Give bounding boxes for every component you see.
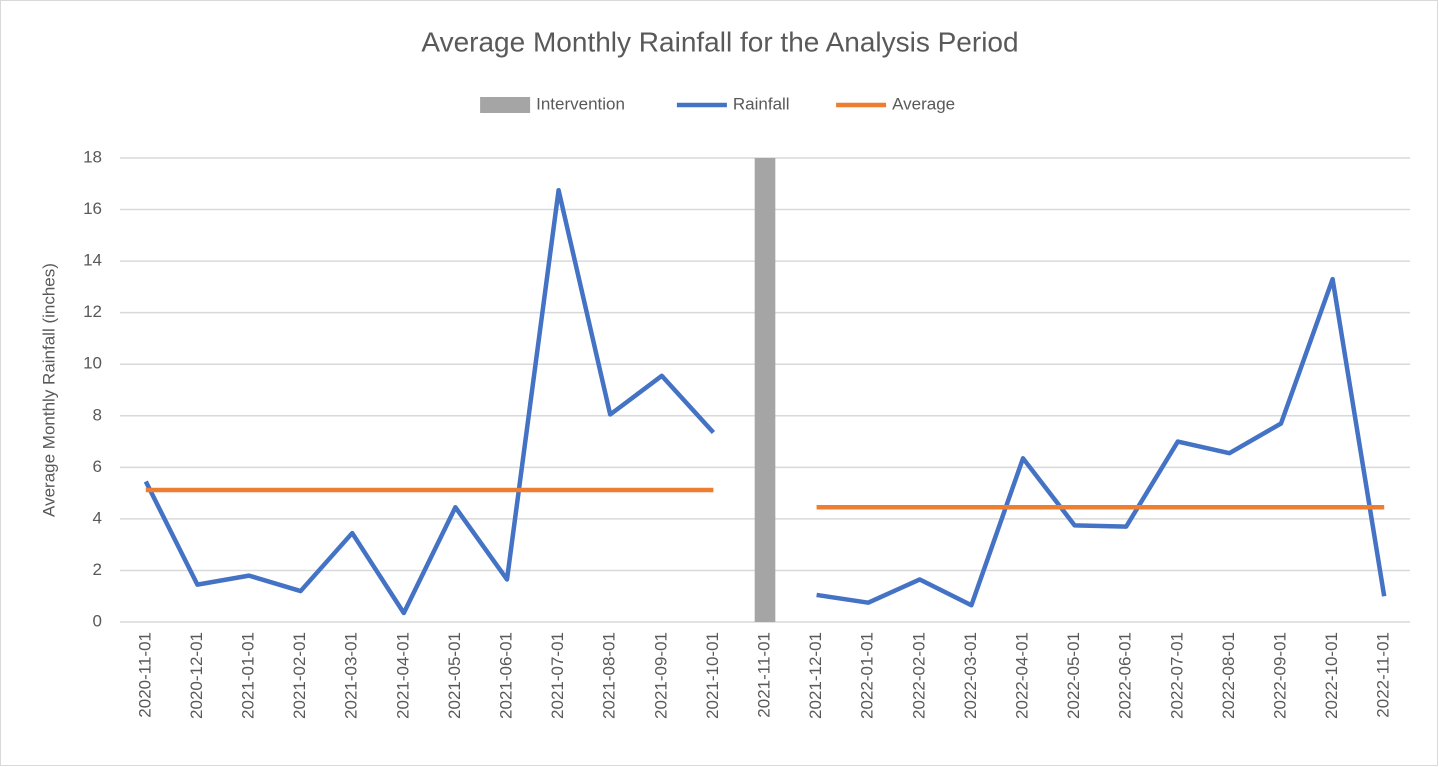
x-tick-label: 2021-06-01 xyxy=(496,632,515,719)
x-tick-label: 2022-11-01 xyxy=(1374,632,1393,718)
x-tick-label: 2022-10-01 xyxy=(1322,632,1341,719)
x-tick-label: 2022-09-01 xyxy=(1270,632,1289,719)
y-tick-label: 12 xyxy=(83,302,102,321)
legend-swatch xyxy=(480,97,531,113)
x-tick-label: 2022-04-01 xyxy=(1012,632,1031,719)
y-axis-title: Average Monthly Rainfall (inches) xyxy=(39,263,58,517)
y-tick-label: 4 xyxy=(93,508,102,527)
bar xyxy=(754,158,776,622)
legend-label: Rainfall xyxy=(733,94,790,113)
y-tick-label: 10 xyxy=(83,354,102,373)
x-tick-label: 2021-10-01 xyxy=(703,632,722,719)
x-tick-label: 2021-03-01 xyxy=(342,632,361,719)
x-tick-label: 2021-08-01 xyxy=(600,632,619,719)
x-tick-label: 2021-04-01 xyxy=(393,632,412,719)
y-tick-label: 2 xyxy=(93,560,102,579)
x-tick-label: 2022-01-01 xyxy=(858,632,877,719)
x-tick-label: 2022-07-01 xyxy=(1167,632,1186,719)
y-tick-label: 16 xyxy=(83,199,102,218)
x-tick-label: 2021-11-01 xyxy=(754,632,773,718)
x-tick-label: 2021-12-01 xyxy=(806,632,825,719)
line-series xyxy=(145,487,1385,510)
x-tick-label: 2021-01-01 xyxy=(238,632,257,719)
chart-title: Average Monthly Rainfall for the Analysi… xyxy=(421,26,1018,57)
x-tick-label: 2021-02-01 xyxy=(290,632,309,719)
x-tick-label: 2021-05-01 xyxy=(445,632,464,719)
legend-label: Average xyxy=(892,94,955,113)
x-tick-label: 2020-12-01 xyxy=(187,632,206,719)
y-tick-label: 8 xyxy=(93,405,102,424)
x-tick-label: 2020-11-01 xyxy=(135,632,154,718)
legend-label: Intervention xyxy=(536,94,625,113)
x-tick-label: 2022-03-01 xyxy=(961,632,980,719)
y-tick-label: 6 xyxy=(93,457,102,476)
x-tick-label: 2021-07-01 xyxy=(548,632,567,719)
y-tick-label: 0 xyxy=(93,611,102,630)
line-series xyxy=(143,187,1387,616)
y-tick-label: 18 xyxy=(83,147,102,166)
x-tick-label: 2022-02-01 xyxy=(909,632,928,719)
x-tick-label: 2021-09-01 xyxy=(651,632,670,719)
x-tick-label: 2022-06-01 xyxy=(1116,632,1135,719)
y-tick-label: 14 xyxy=(83,251,102,270)
x-tick-label: 2022-05-01 xyxy=(1064,632,1083,719)
x-tick-label: 2022-08-01 xyxy=(1219,632,1238,719)
